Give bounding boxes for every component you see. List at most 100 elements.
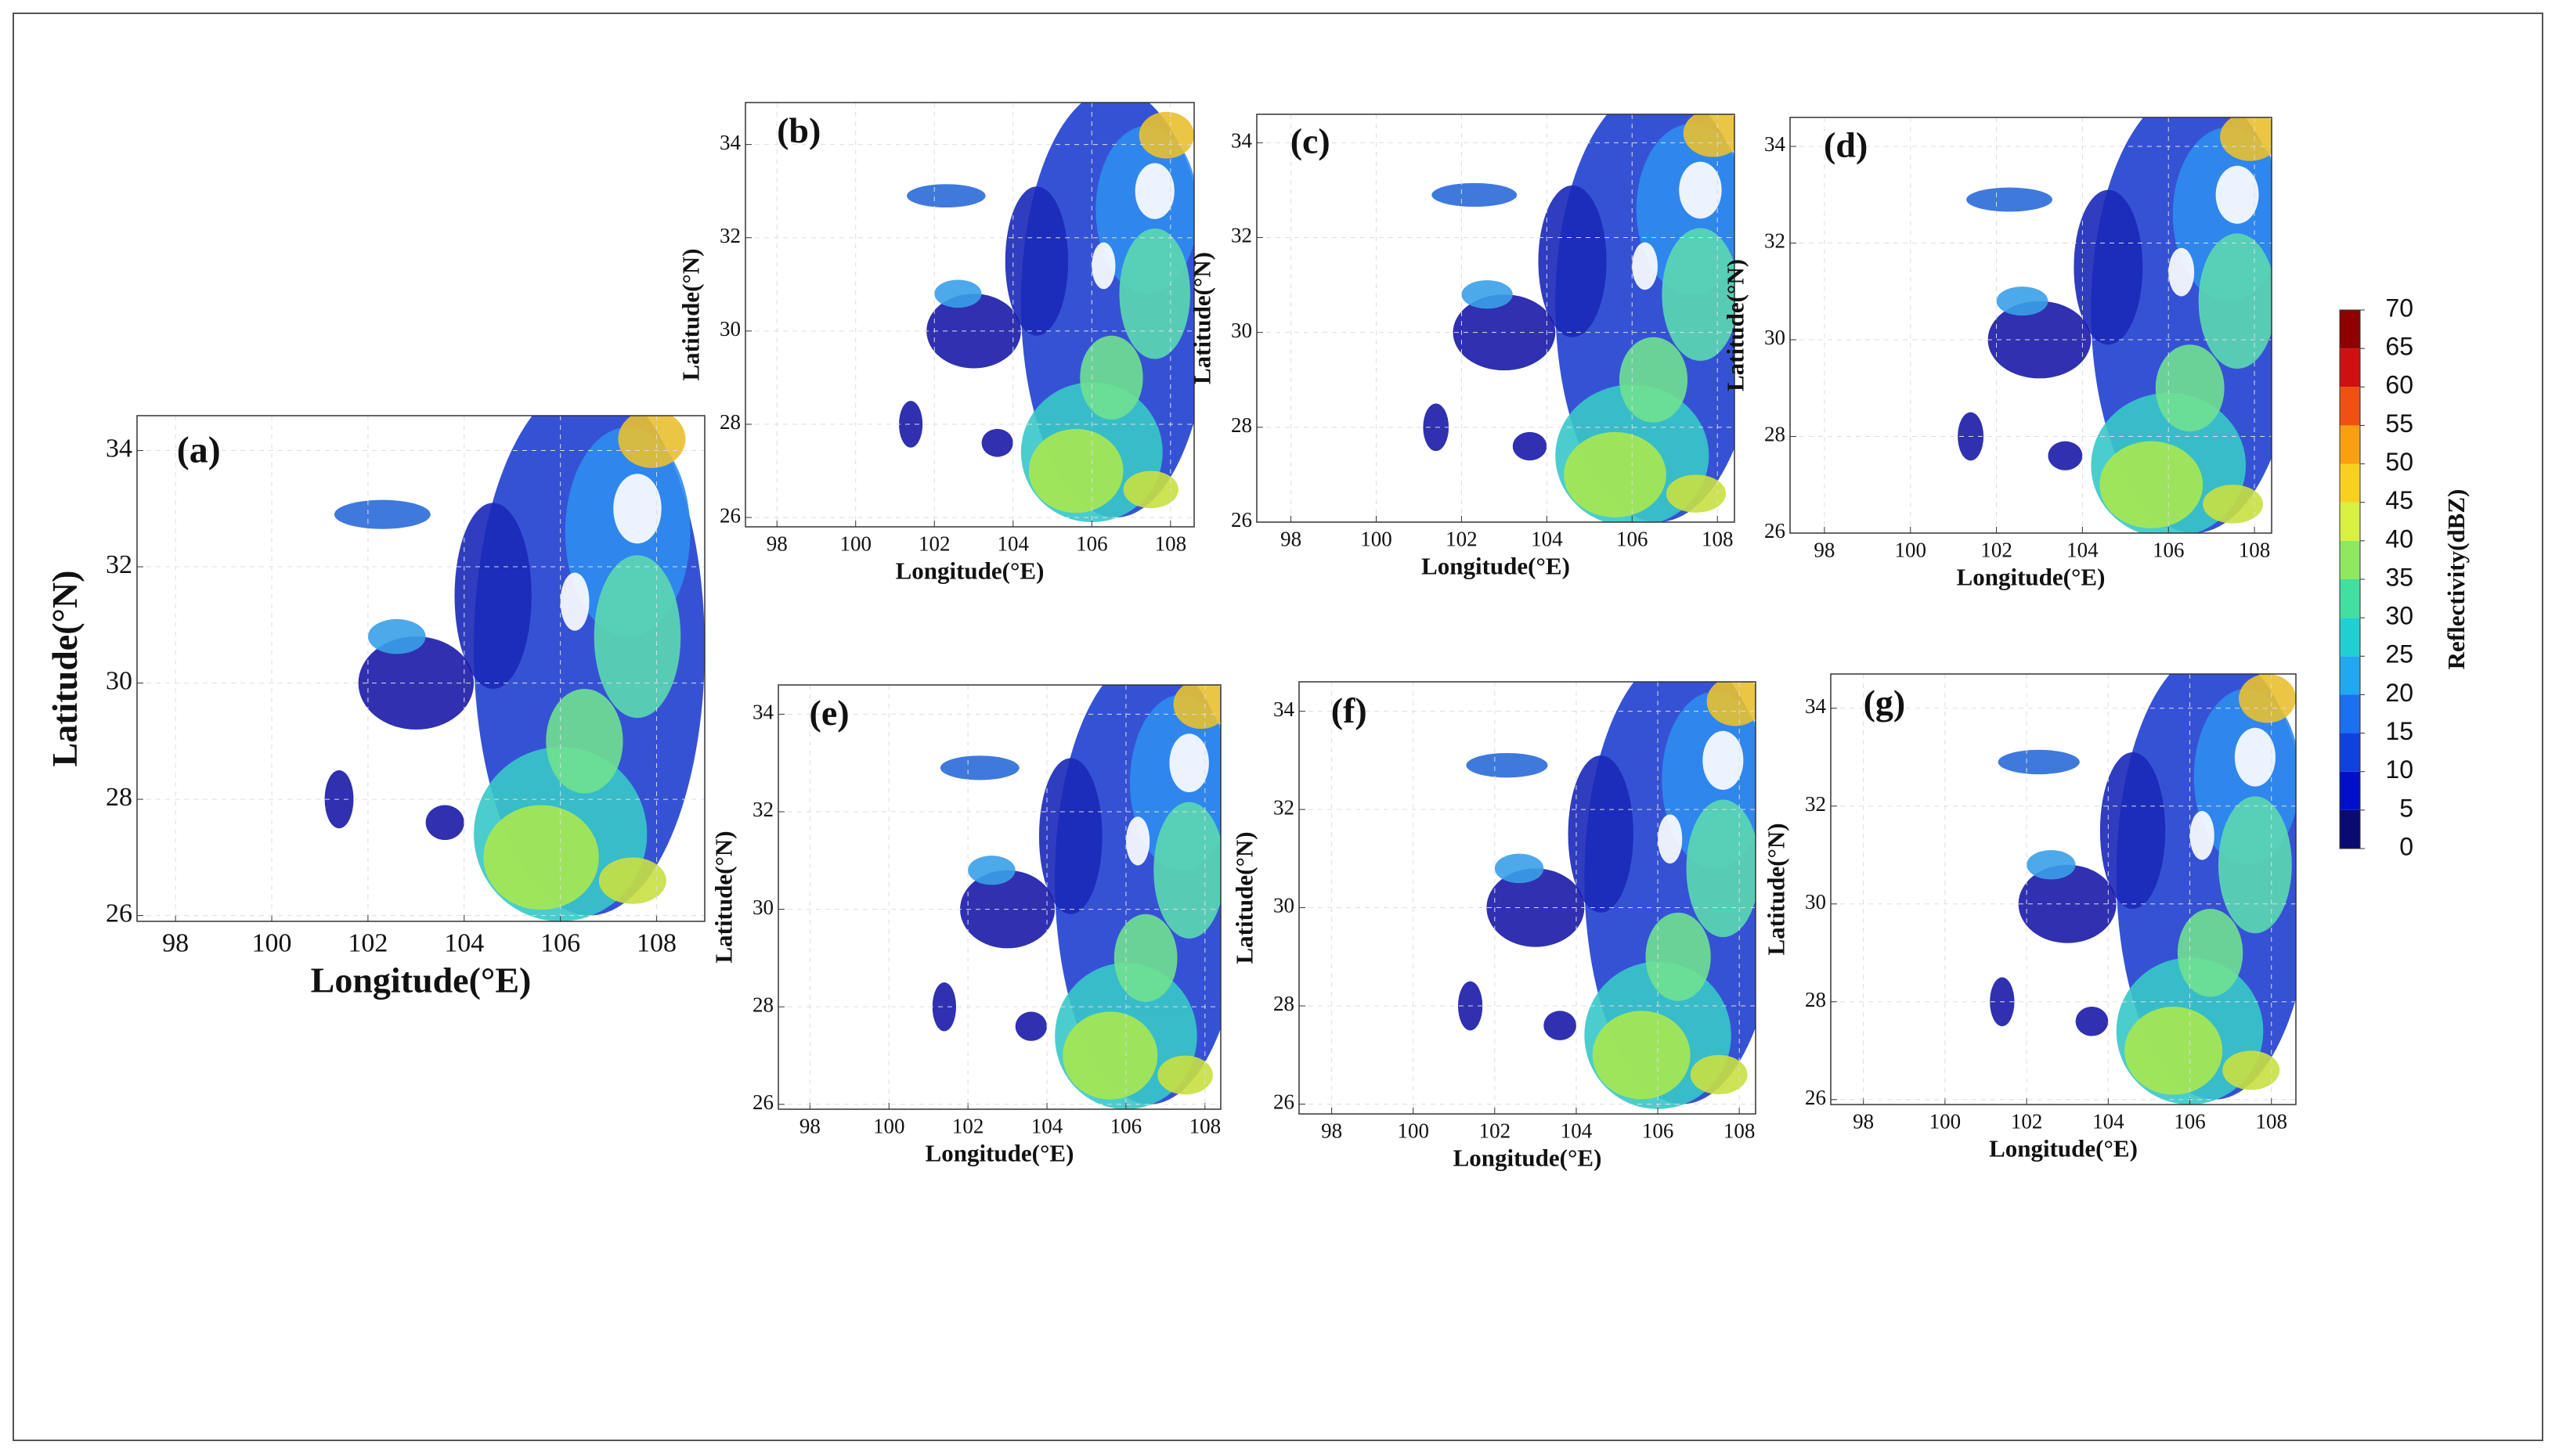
echo-region xyxy=(940,755,1020,780)
y-tick-label: 32 xyxy=(1231,224,1252,247)
y-tick-label: 30 xyxy=(1273,894,1294,917)
echo-region xyxy=(1592,1011,1691,1100)
x-tick-label: 98 xyxy=(1853,1110,1874,1133)
x-tick-label: 106 xyxy=(1076,532,1108,556)
x-tick-label: 102 xyxy=(919,532,951,556)
colorbar-tick-label: 10 xyxy=(2385,755,2413,784)
echo-region xyxy=(613,474,662,544)
echo-region xyxy=(1996,287,2048,316)
echo-region xyxy=(1564,431,1666,517)
y-tick-label: 34 xyxy=(1273,697,1295,721)
map-panel: 98 100 102 104 106 108 26 28 30 32 34 (f) Longitude(… xyxy=(1230,681,1756,1172)
x-axis-title: Longitude(°E) xyxy=(1453,1144,1602,1172)
echo-region xyxy=(358,636,475,730)
echo-region xyxy=(618,416,686,468)
x-axis-title: Longitude(°E) xyxy=(1421,553,1570,580)
echo-region xyxy=(1619,337,1688,423)
echo-region xyxy=(2048,441,2083,470)
y-tick-label: 30 xyxy=(1764,326,1785,349)
echo-region xyxy=(1466,752,1548,778)
y-tick-label: 26 xyxy=(753,1090,774,1114)
echo-region xyxy=(1113,914,1178,1002)
colorbar-tick-label: 15 xyxy=(2385,717,2413,745)
colorbar-segment xyxy=(2340,310,2360,349)
y-tick-label: 26 xyxy=(1805,1086,1826,1109)
colorbar-segment xyxy=(2340,425,2360,464)
echo-region xyxy=(1568,755,1633,913)
echo-region xyxy=(968,856,1016,885)
y-tick-label: 30 xyxy=(753,896,774,919)
echo-region xyxy=(2218,796,2292,934)
colorbar-segment xyxy=(2340,348,2360,387)
x-tick-label: 108 xyxy=(2239,539,2271,562)
colorbar-segment xyxy=(2340,771,2360,810)
echo-region xyxy=(425,805,464,841)
colorbar-segment xyxy=(2340,387,2360,426)
colorbar-segment xyxy=(2340,463,2360,503)
reflectivity-field xyxy=(1458,682,1756,1109)
y-axis-title: Latitude(°N) xyxy=(1230,831,1258,964)
map-panel: 98 100 102 104 106 108 26 28 30 32 34 (d) Longitude(… xyxy=(1721,117,2272,591)
echo-region xyxy=(334,499,431,529)
echo-region xyxy=(1998,749,2080,775)
colorbar-tick-label: 30 xyxy=(2385,602,2413,630)
reflectivity-field xyxy=(932,685,1221,1109)
echo-region xyxy=(2234,727,2276,787)
map-panel: 98 100 102 104 106 108 26 28 30 32 34 (c) Longitude(… xyxy=(1188,114,1735,580)
echo-region xyxy=(1431,182,1518,207)
y-tick-label: 32 xyxy=(720,224,741,247)
y-tick-label: 32 xyxy=(1273,795,1294,819)
y-axis-title: Latitude(°N) xyxy=(1188,252,1215,384)
echo-region xyxy=(1683,114,1734,157)
colorbar-tick-label: 40 xyxy=(2385,524,2413,553)
echo-region xyxy=(1987,301,2092,379)
x-tick-label: 108 xyxy=(637,928,677,957)
echo-region xyxy=(1690,1054,1748,1094)
colorbar-segment xyxy=(2340,733,2360,772)
x-tick-label: 102 xyxy=(1479,1119,1511,1143)
y-tick-label: 26 xyxy=(1231,508,1252,532)
echo-region xyxy=(546,688,623,794)
x-tick-label: 108 xyxy=(1155,532,1187,556)
y-tick-label: 32 xyxy=(1805,792,1826,816)
echo-region xyxy=(1015,1011,1048,1041)
echo-region xyxy=(1645,912,1711,1001)
echo-region xyxy=(1662,228,1734,361)
echo-region xyxy=(1706,682,1756,726)
echo-region xyxy=(2155,344,2225,432)
reflectivity-field xyxy=(324,416,705,921)
echo-region xyxy=(1494,853,1544,884)
y-tick-label: 30 xyxy=(720,317,741,341)
colorbar-segment xyxy=(2340,656,2360,695)
colorbar-tick-label: 50 xyxy=(2385,448,2413,476)
echo-region xyxy=(1063,1011,1158,1100)
x-tick-label: 106 xyxy=(1642,1119,1674,1143)
x-axis-title: Longitude(°E) xyxy=(311,960,532,1000)
x-tick-label: 108 xyxy=(1702,528,1734,551)
colorbar-segment xyxy=(2340,579,2360,618)
y-tick-label: 26 xyxy=(1273,1090,1294,1114)
y-tick-label: 32 xyxy=(753,798,774,821)
x-tick-label: 106 xyxy=(1616,528,1648,551)
echo-region xyxy=(1028,428,1124,514)
plot-frame xyxy=(1298,681,1756,1115)
echo-region xyxy=(367,618,426,654)
y-tick-label: 28 xyxy=(1805,988,1826,1011)
plot-frame xyxy=(745,102,1195,528)
x-tick-label: 106 xyxy=(540,928,580,957)
echo-region xyxy=(2239,674,2296,723)
echo-region xyxy=(1543,1011,1576,1040)
echo-region xyxy=(1538,185,1607,337)
colorbar-tick-label: 0 xyxy=(2399,832,2413,860)
y-tick-label: 34 xyxy=(106,434,132,463)
colorbar-tick-label: 35 xyxy=(2385,563,2413,591)
x-tick-label: 104 xyxy=(1031,1115,1063,1138)
panel-label: (a) xyxy=(177,429,221,470)
echo-region xyxy=(1702,730,1744,790)
echo-region xyxy=(2203,485,2264,524)
y-tick-label: 34 xyxy=(720,131,742,154)
x-tick-label: 100 xyxy=(1895,539,1927,562)
echo-region xyxy=(1679,161,1722,219)
map-panel: 98 100 102 104 106 108 26 28 30 32 34 (a) Longitude(… xyxy=(45,415,706,1000)
x-tick-label: 104 xyxy=(2092,1110,2124,1133)
